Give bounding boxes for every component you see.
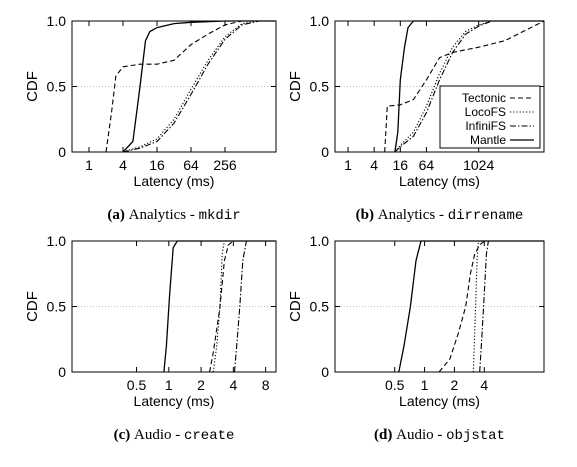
y-tick-label: 0 [58, 364, 66, 380]
series-line-tectonic [438, 240, 544, 373]
x-tick-label: 1 [421, 377, 429, 393]
y-axis-label: CDF [24, 71, 41, 102]
series-line-tectonic [105, 20, 276, 153]
x-tick-label: 4 [119, 157, 127, 173]
x-tick-label: 256 [213, 157, 237, 173]
series-line-infinifs [233, 240, 276, 373]
series-line-infinifs [394, 20, 544, 153]
y-tick-label: 1.0 [310, 233, 330, 249]
y-tick-label: 0.5 [47, 79, 67, 95]
x-tick-label: 0.5 [127, 377, 147, 393]
caption-code: create [184, 428, 234, 444]
series-line-mantle [398, 240, 544, 373]
y-tick-label: 1.0 [47, 13, 67, 29]
legend-label: Tectonic [462, 91, 506, 105]
caption-label: (a) [107, 207, 128, 223]
x-tick-label: 0.5 [385, 377, 405, 393]
subfigure-caption: (b) Analytics - dirrename [356, 207, 524, 224]
subfigure-caption: (c) Audio - create [114, 427, 235, 444]
x-tick-label: 2 [197, 377, 205, 393]
x-tick-label: 64 [419, 157, 435, 173]
subfigure-caption: (d) Audio - objstat [374, 427, 505, 444]
series-line-infinifs [122, 20, 276, 153]
series-line-mantle [122, 20, 276, 153]
x-tick-label: 4 [370, 157, 378, 173]
caption-label: (c) [114, 427, 134, 443]
caption-text: Analytics - [129, 207, 199, 223]
caption-code: dirrename [448, 208, 524, 224]
caption-text: Audio - [134, 427, 184, 443]
caption-text: Analytics - [378, 207, 448, 223]
x-tick-label: 64 [183, 157, 199, 173]
y-tick-label: 1.0 [310, 13, 330, 29]
x-tick-label: 2 [451, 377, 459, 393]
x-tick-label: 1 [165, 377, 173, 393]
series-line-locofs [122, 20, 276, 153]
x-axis-label: Latency (ms) [134, 173, 215, 189]
legend-box [439, 85, 541, 149]
y-tick-label: 0.5 [310, 299, 330, 315]
x-tick-label: 1 [85, 157, 93, 173]
y-tick-label: 1.0 [47, 233, 67, 249]
x-tick-label: 16 [393, 157, 409, 173]
y-tick-label: 0 [321, 364, 329, 380]
x-tick-label: 1024 [463, 157, 494, 173]
y-axis-label: CDF [287, 71, 304, 102]
x-tick-label: 4 [480, 377, 488, 393]
y-tick-label: 0 [58, 144, 66, 160]
series-line-tectonic [209, 240, 276, 373]
series-line-tectonic [384, 20, 545, 153]
x-tick-label: 1 [344, 157, 352, 173]
x-tick-label: 16 [149, 157, 165, 173]
caption-label: (d) [374, 427, 396, 443]
x-tick-label: 8 [262, 377, 270, 393]
x-axis-label: Latency (ms) [134, 393, 215, 409]
x-axis-label: Latency (ms) [399, 173, 480, 189]
series-line-locofs [472, 240, 544, 373]
chart-panel-3: 0 0.5 1.0 0.5 1 2 4 8 Latency (ms) CDF (c) Audio -… [24, 233, 277, 444]
y-tick-label: 0.5 [47, 299, 67, 315]
x-axis-label: Latency (ms) [399, 393, 480, 409]
y-axis-label: CDF [24, 291, 41, 322]
legend-label: Mantle [470, 133, 506, 147]
caption-label: (b) [356, 207, 378, 223]
x-tick-label: 4 [229, 377, 237, 393]
caption-code: objstat [446, 428, 505, 444]
subfigure-caption: (a) Analytics - mkdir [107, 207, 240, 224]
legend-label: LocoFS [465, 105, 506, 119]
y-axis-label: CDF [287, 291, 304, 322]
caption-code: mkdir [199, 208, 241, 224]
y-tick-label: 0.5 [310, 79, 330, 95]
series-line-locofs [394, 20, 544, 153]
series-line-infinifs [479, 240, 544, 373]
legend-label: InfiniFS [465, 119, 506, 133]
y-tick-label: 0 [321, 144, 329, 160]
caption-text: Audio - [396, 427, 446, 443]
